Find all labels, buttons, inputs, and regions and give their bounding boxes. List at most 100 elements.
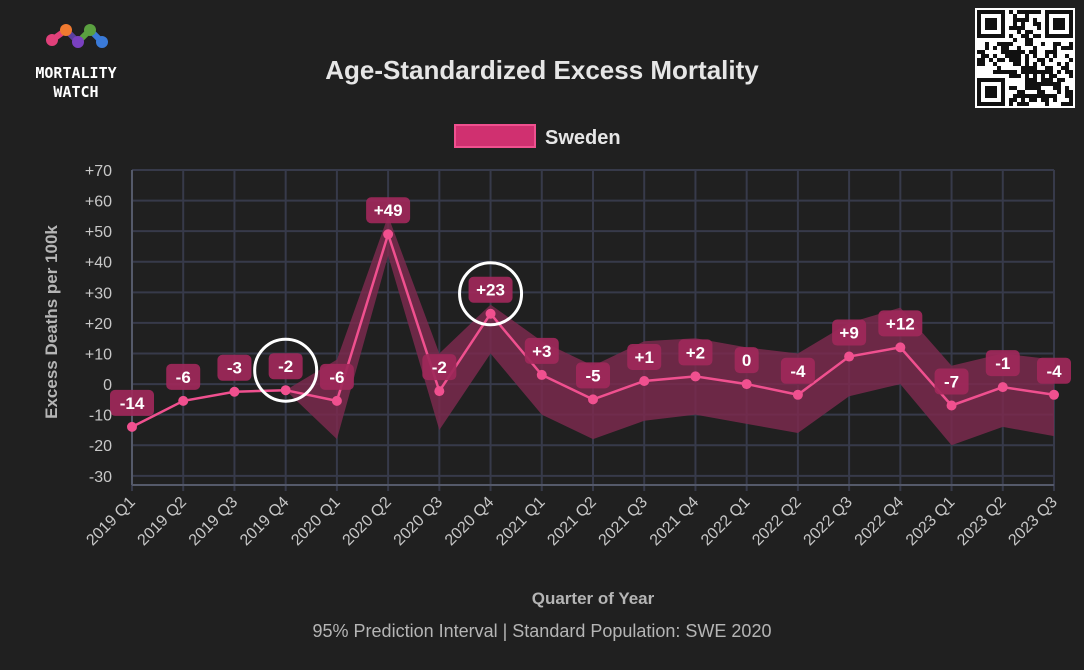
qr-module bbox=[1025, 14, 1029, 18]
data-label-text: -7 bbox=[944, 372, 959, 391]
data-point[interactable] bbox=[331, 395, 342, 406]
qr-module bbox=[1013, 18, 1017, 22]
qr-module bbox=[1029, 70, 1033, 74]
data-point[interactable] bbox=[1049, 389, 1059, 400]
data-label-text: -3 bbox=[227, 359, 242, 378]
data-label: -2 bbox=[268, 353, 303, 380]
qr-module bbox=[1021, 22, 1025, 26]
x-tick-label: 2020 Q4 bbox=[442, 494, 497, 549]
data-point[interactable] bbox=[485, 308, 496, 319]
data-point[interactable] bbox=[536, 369, 547, 380]
data-label-bg bbox=[780, 357, 815, 384]
qr-module bbox=[1065, 94, 1069, 98]
data-point[interactable] bbox=[741, 379, 752, 390]
legend[interactable]: Sweden bbox=[454, 124, 621, 149]
data-point[interactable] bbox=[383, 229, 394, 240]
qr-module bbox=[981, 50, 985, 54]
data-label-text: +12 bbox=[886, 314, 915, 333]
qr-module bbox=[1053, 94, 1057, 98]
data-point[interactable] bbox=[895, 342, 906, 353]
qr-module bbox=[1061, 78, 1065, 82]
qr-finder-core bbox=[985, 86, 997, 98]
qr-module bbox=[1041, 42, 1045, 46]
qr-module bbox=[989, 58, 993, 62]
qr-module bbox=[1065, 102, 1069, 106]
qr-module bbox=[1033, 34, 1037, 38]
y-tick-label: +20 bbox=[85, 316, 112, 333]
data-label-text: +49 bbox=[374, 201, 403, 220]
qr-module bbox=[1033, 66, 1037, 70]
qr-module bbox=[1033, 94, 1037, 98]
data-label: +23 bbox=[468, 276, 513, 303]
qr-module bbox=[1037, 10, 1041, 14]
qr-module bbox=[1001, 70, 1005, 74]
qr-module bbox=[1021, 102, 1025, 106]
qr-module bbox=[1009, 42, 1013, 46]
qr-module bbox=[1013, 26, 1017, 30]
qr-module bbox=[1049, 50, 1053, 54]
data-point[interactable] bbox=[946, 400, 957, 411]
prediction-interval-band bbox=[132, 215, 1054, 446]
data-label-text: +2 bbox=[686, 343, 705, 362]
qr-module bbox=[1057, 86, 1061, 90]
data-label-text: -1 bbox=[995, 354, 1010, 373]
data-point[interactable] bbox=[997, 382, 1008, 393]
qr-module bbox=[1017, 74, 1021, 78]
qr-module bbox=[1065, 46, 1069, 50]
x-tick-label: 2022 Q1 bbox=[698, 494, 753, 549]
qr-module bbox=[1037, 90, 1041, 94]
qr-module bbox=[1037, 58, 1041, 62]
qr-module bbox=[1029, 82, 1033, 86]
qr-module bbox=[1025, 102, 1029, 106]
qr-module bbox=[1033, 86, 1037, 90]
x-tick-label: 2020 Q3 bbox=[391, 494, 446, 549]
data-label-text: -6 bbox=[176, 368, 191, 387]
qr-module bbox=[993, 62, 997, 66]
qr-module bbox=[1009, 74, 1013, 78]
qr-module bbox=[1029, 38, 1033, 42]
data-point[interactable] bbox=[690, 371, 701, 382]
qr-module bbox=[1041, 90, 1045, 94]
data-point[interactable] bbox=[280, 385, 291, 396]
qr-module bbox=[1017, 94, 1021, 98]
legend-label-sweden: Sweden bbox=[545, 127, 621, 149]
qr-module bbox=[1033, 78, 1037, 82]
qr-module bbox=[1029, 66, 1033, 70]
qr-module bbox=[1045, 50, 1049, 54]
qr-module bbox=[1017, 102, 1021, 106]
qr-module bbox=[993, 54, 997, 58]
data-point[interactable] bbox=[229, 386, 240, 397]
qr-module bbox=[1069, 70, 1073, 74]
qr-module bbox=[1053, 98, 1057, 102]
qr-module bbox=[1053, 74, 1057, 78]
qr-module bbox=[1045, 94, 1049, 98]
data-label-text: -6 bbox=[329, 368, 344, 387]
qr-module bbox=[1001, 42, 1005, 46]
data-point[interactable] bbox=[178, 395, 189, 406]
qr-module bbox=[1029, 78, 1033, 82]
qr-module bbox=[1029, 10, 1033, 14]
qr-module bbox=[997, 42, 1001, 46]
qr-module bbox=[1013, 94, 1017, 98]
qr-module bbox=[1021, 90, 1025, 94]
qr-module bbox=[1069, 94, 1073, 98]
qr-module bbox=[1009, 70, 1013, 74]
data-label-text: -5 bbox=[585, 366, 600, 385]
data-point[interactable] bbox=[639, 376, 650, 387]
qr-module bbox=[1041, 62, 1045, 66]
data-point[interactable] bbox=[792, 389, 803, 400]
x-tick-label: 2019 Q3 bbox=[186, 494, 241, 549]
qr-module bbox=[1065, 62, 1069, 66]
data-point[interactable] bbox=[127, 421, 137, 432]
data-point[interactable] bbox=[588, 394, 598, 405]
qr-module bbox=[1053, 82, 1057, 86]
qr-module bbox=[1045, 78, 1049, 82]
qr-module bbox=[1029, 30, 1033, 34]
data-label-text: -2 bbox=[278, 357, 293, 376]
data-point[interactable] bbox=[844, 351, 855, 362]
data-point[interactable] bbox=[434, 386, 445, 397]
qr-module bbox=[1021, 94, 1025, 98]
qr-module bbox=[1017, 18, 1021, 22]
qr-module bbox=[1025, 34, 1029, 38]
qr-code-icon[interactable] bbox=[975, 8, 1075, 108]
